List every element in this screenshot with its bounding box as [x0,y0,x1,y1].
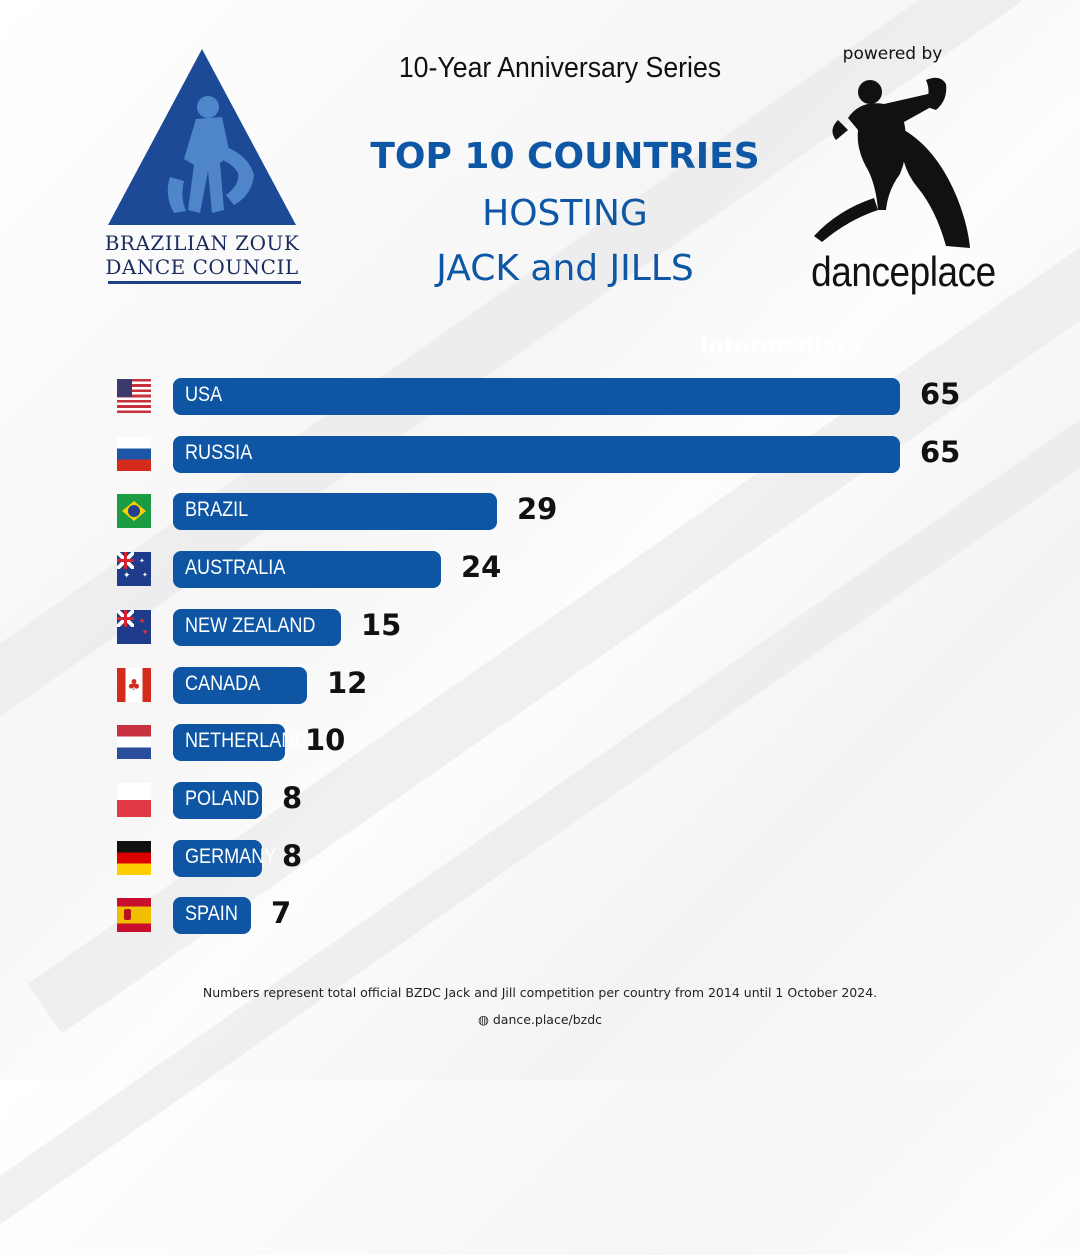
dancing-couple-triangle-icon [108,49,296,225]
globe-icon: ◍ [477,1012,493,1027]
chart-title-line2: HOSTING [482,193,648,234]
danceplace-dancers-icon [814,77,970,248]
bar-new-zealand [173,609,341,646]
bar-value-label: 7 [271,896,292,930]
bar-category-label: NEW ZEALAND [185,614,316,637]
danceplace-wordmark: danceplace [811,248,996,295]
series-label: 10-Year Anniversary Series [398,52,722,84]
bar-germany [173,840,262,877]
footer-url-row[interactable]: ◍ dance.place/bzdc [400,1012,680,1027]
footer-url[interactable]: dance.place/bzdc [492,1012,603,1027]
bar-category-label: NETHERLANDS [185,729,320,752]
bar-value-label: 12 [327,666,368,700]
bar-category-label: CANADA [185,672,261,695]
bar-brazil [173,493,497,530]
bar-value-label: 29 [517,492,558,526]
footnote: Numbers represent total official BZDC Ja… [202,985,878,1000]
bar-category-label: USA [185,383,223,406]
logo-underline [108,281,301,284]
bar-value-label: 8 [282,781,303,815]
chart-title-line1: TOP 10 COUNTRIES [370,136,760,177]
bzdc-name-line1: BRAZILIAN ZOUK [104,231,300,255]
bar-usa [173,378,900,415]
bar-value-label: 10 [305,723,346,757]
flag-russia-icon [117,437,151,471]
bar-category-label: POLAND [185,787,260,810]
bzdc-logo: BRAZILIAN ZOUK DANCE COUNCIL [104,45,301,295]
flag-germany-icon [117,841,151,875]
horizontal-bar-chart: USA 65 RUSSIA 65 BRAZIL 29 ✦ ✦ ✦ AUSTRALIA 24 ★ ★ NEW… [117,377,961,934]
bar-value-label: 24 [461,550,502,584]
bar-category-label: BRAZIL [185,498,249,521]
chart-title-line3: JACK and JILLS [436,248,694,289]
bar-value-label: 65 [920,435,961,469]
bar-value-label: 8 [282,839,303,873]
bar-poland [173,782,262,819]
flag-usa-icon [117,379,151,413]
flag-australia-icon: ✦ ✦ ✦ [117,552,151,586]
bar-category-label: GERMANY [185,845,277,868]
bar-russia [173,436,900,473]
powered-by-label: powered by [842,44,943,64]
bar-spain [173,897,251,934]
bar-category-label: AUSTRALIA [185,556,286,579]
bar-netherlands [173,724,285,761]
flag-new-zealand-icon: ★ ★ [117,610,151,644]
bar-australia [173,551,441,588]
bar-value-label: 65 [920,377,961,411]
flag-canada-icon: ♣ [117,668,151,702]
flag-poland-icon [117,783,151,817]
bzdc-name-line2: DANCE COUNCIL [105,255,299,279]
flag-netherlands-icon [117,725,151,759]
flag-spain-icon [117,898,151,932]
faded-watermark-text: Intermediate [700,334,862,359]
bar-category-label: RUSSIA [185,441,253,464]
bar-category-label: SPAIN [185,902,238,925]
flag-brazil-icon [117,494,151,528]
bar-value-label: 15 [361,608,402,642]
bar-canada [173,667,307,704]
